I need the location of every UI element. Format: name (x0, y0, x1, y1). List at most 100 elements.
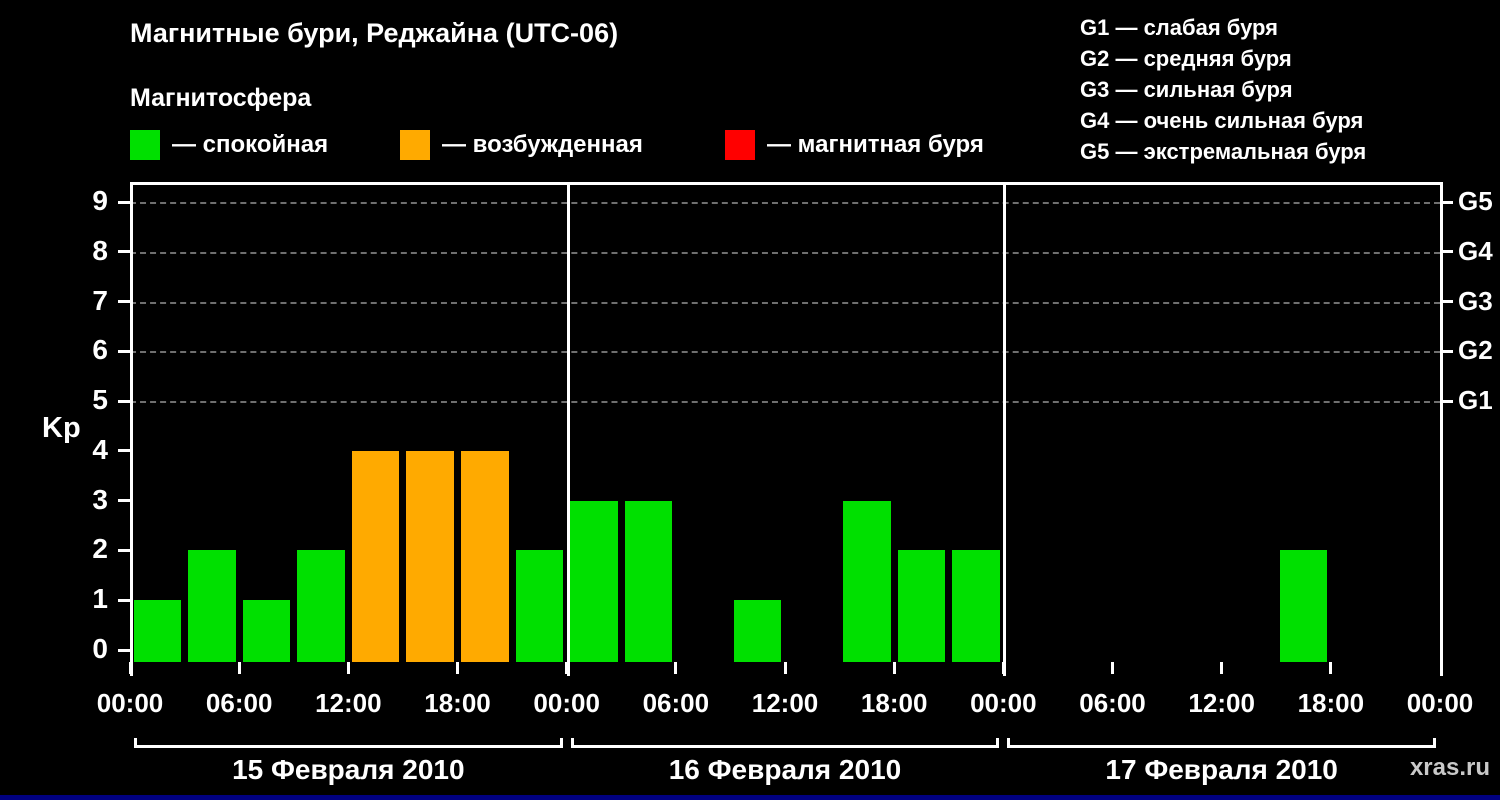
chart-title: Магнитные бури, Реджайна (UTC-06) (130, 18, 619, 48)
x-tick-label: 18:00 (1297, 688, 1365, 718)
kp-bar-day2-slot4 (733, 600, 782, 662)
legend-label-storm: — магнитная буря (767, 131, 984, 158)
date-bracket-day3 (1007, 738, 1436, 748)
kp-bar-day1-slot2 (188, 550, 236, 662)
x-tick (1329, 662, 1333, 674)
g-level-label-g2: G2 (1458, 335, 1493, 366)
y-tick-label-kp3: 3 (92, 483, 108, 515)
kp-bar-day1-slot5 (351, 450, 400, 662)
kp-bar-day1-slot7 (461, 450, 509, 662)
date-label-day2: 16 Февраля 2010 (668, 754, 902, 785)
date-bracket-day1 (134, 738, 563, 748)
y-tick-kp3 (118, 499, 130, 503)
y-tick-label-kp1: 1 (92, 583, 108, 615)
kp-bar-day2-slot8 (952, 550, 1000, 662)
g-level-label-g3: G3 (1458, 285, 1493, 316)
x-tick (1220, 662, 1224, 674)
x-tick (565, 662, 569, 674)
legend-label-excited: — возбужденная (442, 131, 643, 158)
x-tick-label: 00:00 (533, 688, 600, 718)
kp-bar-day1-slot1 (133, 600, 182, 662)
x-tick-label: 12:00 (751, 688, 819, 718)
g-scale-line-5: G5 — экстремальная буря (1080, 139, 1367, 164)
x-tick (456, 662, 459, 674)
g-scale-line-2: G2 — средняя буря (1080, 46, 1292, 71)
x-tick (1001, 662, 1005, 674)
magnetosphere-label: Магнитосфера (130, 84, 312, 112)
y-tick-kp7 (118, 300, 130, 304)
x-tick-label: 00:00 (96, 688, 164, 718)
g-level-label-g5: G5 (1458, 186, 1493, 216)
x-tick (1111, 662, 1114, 674)
y-tick-label-kp0: 0 (92, 633, 108, 664)
y-tick-kp8 (118, 250, 130, 254)
day-separator (1003, 182, 1007, 676)
gridline-kp5 (130, 401, 1440, 404)
x-tick-label-final: 00:00 (1406, 688, 1474, 718)
x-tick-label: 00:00 (970, 688, 1037, 718)
x-tick-label: 18:00 (860, 688, 928, 718)
x-tick-label: 06:00 (1079, 688, 1146, 718)
g-scale-line-3: G3 — сильная буря (1080, 77, 1293, 102)
legend-swatch-excited (400, 130, 430, 160)
y-tick-kp4 (118, 449, 130, 453)
y-tick-kp5 (118, 399, 130, 403)
x-tick (128, 662, 132, 674)
y-tick-kp2 (118, 548, 130, 552)
x-tick (674, 662, 678, 674)
y-axis-line (130, 182, 133, 676)
g-level-label-g4: G4 (1458, 235, 1493, 266)
y-tick-label-kp7: 7 (92, 284, 108, 316)
y-tick-label-kp2: 2 (92, 533, 108, 565)
kp-bar-day2-slot6 (843, 500, 891, 662)
y-tick-label-kp8: 8 (92, 234, 108, 266)
g-level-label-g1: G1 (1458, 385, 1493, 416)
right-tick-g2 (1443, 349, 1453, 353)
date-label-day1: 15 Февраля 2010 (232, 754, 465, 785)
bottom-strip (0, 795, 1500, 800)
legend-item-quiet: — спокойная (130, 130, 328, 160)
y-axis-title: Kp (42, 412, 81, 444)
date-bracket-day2 (570, 738, 1000, 748)
kp-bar-day3-slot6 (1279, 550, 1328, 662)
x-tick-label: 06:00 (642, 688, 710, 718)
kp-bar-day1-slot6 (406, 450, 454, 662)
kp-bar-day1-slot4 (297, 550, 345, 662)
legend-swatch-storm (725, 130, 755, 160)
g-scale-line-4: G4 — очень сильная буря (1080, 108, 1364, 133)
kp-bar-day1-slot8 (515, 550, 564, 662)
date-label-day3: 17 Февраля 2010 (1105, 754, 1338, 785)
x-tick (783, 662, 787, 674)
y-tick-kp1 (118, 598, 130, 602)
gridline-kp6 (130, 351, 1440, 354)
y-tick-label-kp4: 4 (92, 433, 108, 465)
x-tick-label: 18:00 (424, 688, 491, 718)
day-separator (566, 182, 570, 676)
y-tick-kp9 (118, 200, 130, 204)
legend-item-storm: — магнитная буря (725, 130, 984, 160)
gridline-kp8 (130, 251, 1440, 254)
g-scale-legend: G1 — слабая буря G2 — средняя буря G3 — си… (1080, 12, 1366, 167)
right-tick-g5 (1443, 200, 1453, 204)
right-tick-g1 (1443, 399, 1453, 403)
kp-bar-day2-slot7 (897, 550, 946, 662)
g-scale-line-1: G1 — слабая буря (1080, 15, 1279, 40)
plot-top-border (130, 182, 1443, 185)
x-tick (346, 662, 350, 674)
y-tick-label-kp5: 5 (92, 384, 108, 416)
x-tick (892, 662, 896, 674)
watermark: xras.ru (1409, 754, 1490, 781)
legend-swatch-quiet (130, 130, 160, 160)
right-tick-g3 (1443, 300, 1453, 304)
right-tick-g4 (1443, 250, 1453, 254)
x-tick-label: 12:00 (315, 688, 382, 718)
kp-bar-day1-slot3 (242, 600, 291, 662)
y-tick-label-kp9: 9 (92, 185, 108, 216)
y-tick-kp6 (118, 349, 130, 353)
x-tick-label: 06:00 (205, 688, 273, 718)
x-tick-label: 12:00 (1188, 688, 1255, 718)
plot-right-border (1440, 182, 1443, 676)
gridline-kp9 (130, 202, 1440, 204)
kp-bar-day2-slot1 (570, 500, 618, 662)
